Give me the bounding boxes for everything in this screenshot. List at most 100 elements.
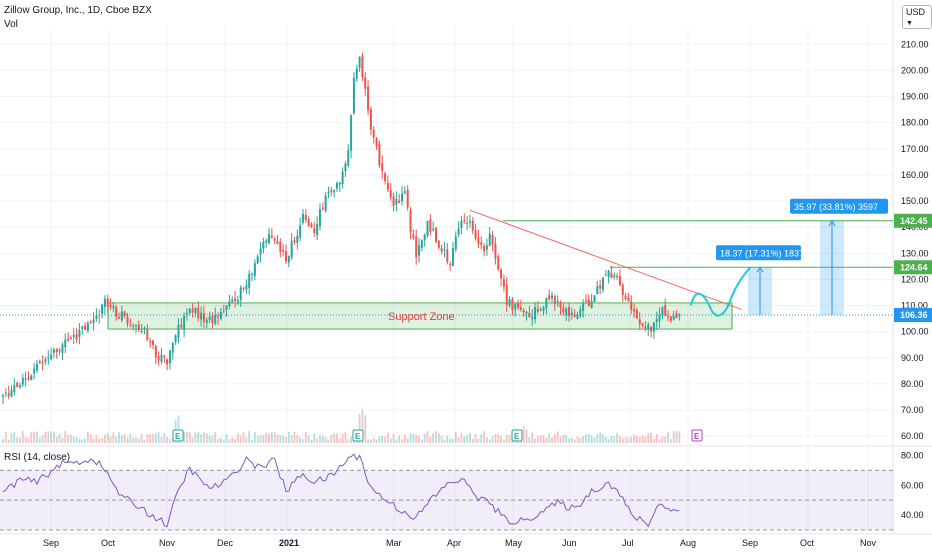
candle-body	[327, 191, 330, 194]
candle-body	[248, 273, 251, 288]
volume-bar	[36, 431, 38, 443]
candle-body	[604, 274, 607, 276]
candle-body	[378, 143, 381, 166]
volume-bar	[13, 431, 16, 443]
volume-bar	[602, 434, 604, 443]
volume-bar	[545, 437, 548, 443]
volume-bar	[186, 432, 188, 443]
candle-body	[590, 301, 593, 308]
candle-body	[434, 227, 437, 242]
candle-body	[389, 190, 392, 198]
volume-bar	[296, 434, 299, 443]
volume-bar	[559, 436, 562, 443]
volume-bar	[528, 437, 531, 443]
volume-bar	[505, 434, 508, 443]
volume-bar	[140, 433, 143, 443]
candle-body	[650, 327, 653, 332]
volume-bar	[44, 431, 47, 443]
candle-body	[47, 357, 50, 359]
volume-bar	[200, 434, 202, 443]
volume-bar	[604, 436, 607, 443]
volume-bar	[638, 436, 641, 443]
volume-bar	[310, 439, 313, 443]
volume-bar	[24, 436, 27, 443]
earnings-event-icon[interactable]	[511, 429, 523, 442]
volume-bar	[123, 433, 126, 443]
candle-body	[644, 326, 647, 330]
volume-bar	[401, 439, 403, 443]
candle-body	[78, 330, 81, 337]
volume-bar	[160, 436, 163, 443]
volume-bar	[166, 437, 169, 443]
candle-body	[313, 228, 316, 234]
candle-body	[24, 378, 27, 380]
candle-body	[217, 315, 220, 318]
volume-bar	[10, 433, 13, 443]
volume-bar	[542, 434, 545, 443]
volume-bar	[203, 431, 205, 443]
candle-body	[205, 319, 208, 324]
volume-bar	[644, 436, 647, 443]
volume-bar	[27, 437, 30, 443]
symbol-title[interactable]: Zillow Group, Inc., 1D, Cboe BZX	[4, 5, 152, 16]
volume-bar	[367, 439, 369, 443]
volume-bar	[242, 432, 245, 443]
price-tick-label: 180.00	[901, 118, 929, 128]
earnings-event-icon[interactable]	[352, 429, 364, 442]
candle-body	[412, 234, 415, 239]
earnings-event-icon[interactable]	[172, 429, 184, 442]
volume-bar	[486, 437, 488, 443]
candle-body	[58, 349, 61, 351]
volume-bar	[534, 438, 536, 443]
volume-bar	[446, 435, 449, 443]
candle-body	[678, 314, 681, 316]
price-tick-label: 90.00	[901, 353, 924, 363]
earnings-event-label: E	[355, 432, 361, 441]
candle-body	[180, 324, 183, 328]
price-label: 124.64	[900, 262, 928, 272]
volume-bar	[386, 432, 389, 443]
projection-path[interactable]	[689, 266, 751, 317]
candle-body	[194, 307, 197, 314]
price-label: 142.45	[900, 216, 928, 226]
rsi-title[interactable]: RSI (14, close)	[4, 452, 71, 463]
candle-body	[429, 219, 432, 232]
volume-bar	[338, 438, 341, 443]
descending-trendline[interactable]	[469, 209, 742, 310]
candle-body	[137, 324, 140, 331]
measure-label-bg	[790, 198, 888, 214]
volume-bar	[169, 439, 171, 443]
candle-body	[81, 326, 84, 330]
volume-label: Vol	[4, 19, 18, 30]
candle-body	[143, 327, 146, 329]
chevron-down-icon: ▼	[906, 20, 913, 27]
candle-body	[573, 314, 576, 318]
currency-badge[interactable]: USD ▼	[902, 5, 932, 29]
candle-body	[211, 316, 214, 323]
candle-body	[67, 338, 70, 341]
volume-bar	[135, 437, 137, 443]
candle-body	[330, 190, 333, 192]
candle-body	[468, 221, 471, 223]
volume-bar	[78, 438, 81, 443]
candle-body	[494, 243, 497, 259]
volume-bar	[132, 437, 135, 443]
candle-body	[426, 221, 429, 236]
candle-body	[38, 361, 41, 364]
volume-bar	[536, 436, 539, 443]
volume-bar	[370, 439, 372, 443]
volume-bar	[299, 437, 302, 443]
measure-label: 35.97 (33.81%) 3597	[794, 202, 878, 212]
volume-bar	[239, 435, 242, 443]
volume-bar	[347, 439, 350, 443]
candle-body	[500, 269, 503, 279]
rsi-line[interactable]	[2, 453, 680, 528]
candle-body	[270, 235, 273, 238]
volume-bar	[276, 434, 279, 443]
measure-label: 18.37 (17.31%) 1837	[720, 248, 804, 258]
volume-bar	[675, 431, 678, 443]
volume-bar	[163, 433, 166, 443]
candle-body	[197, 307, 200, 319]
earnings-event-icon[interactable]	[691, 429, 703, 442]
